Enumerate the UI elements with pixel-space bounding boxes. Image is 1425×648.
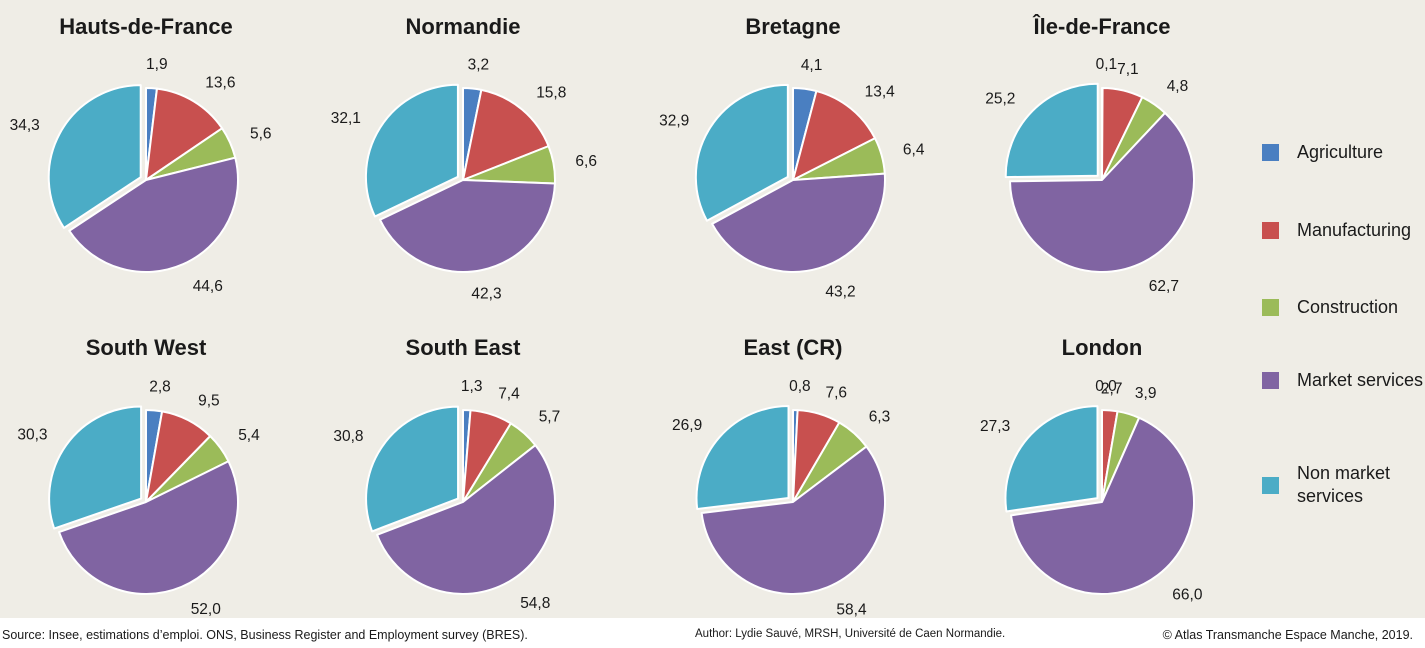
pie-slice-market-services — [1009, 111, 1195, 273]
pie-chart-normandie: Normandie 3,2 15,8 6,6 42,3 32,1 — [331, 14, 597, 303]
pie-label-manufacturing: 13,6 — [205, 75, 235, 92]
pie-slice-non-market-services — [364, 83, 459, 218]
pie-label-agriculture: 0,1 — [1096, 56, 1118, 73]
pie-label-market-services: 43,2 — [825, 283, 855, 300]
legend: Agriculture Manufacturing Construction M… — [1262, 0, 1425, 618]
pie-label-market-services: 62,7 — [1149, 278, 1179, 295]
pie-slice-non-market-services — [695, 405, 790, 510]
pie-label-construction: 6,4 — [903, 142, 925, 159]
pie-title-bretagne: Bretagne — [745, 14, 840, 39]
pie-slice-market-services — [711, 172, 886, 273]
legend-item-agriculture: Agriculture — [1262, 141, 1425, 164]
pie-label-market-services: 66,0 — [1172, 586, 1203, 603]
pie-label-construction: 5,6 — [250, 125, 272, 142]
pie-slice-non-market-services — [1004, 405, 1099, 513]
pie-label-manufacturing: 9,5 — [198, 393, 220, 410]
pie-label-manufacturing: 7,1 — [1117, 61, 1139, 78]
pie-slice-non-market-services — [694, 83, 789, 222]
pie-label-agriculture: 2,8 — [149, 378, 171, 395]
pie-title-london: London — [1062, 335, 1143, 360]
legend-item-non-market-services: Non market services — [1262, 462, 1425, 508]
legend-swatch-construction — [1262, 299, 1279, 316]
pie-label-market-services: 54,8 — [520, 595, 550, 612]
pie-slice-market-services — [1009, 416, 1195, 595]
pie-label-construction: 4,8 — [1167, 78, 1189, 95]
pie-slice-market-services — [68, 156, 239, 273]
legend-label-market-services: Market services — [1297, 370, 1424, 390]
pie-label-construction: 6,6 — [575, 153, 597, 170]
pie-slice-non-market-services — [47, 84, 142, 229]
pie-label-non-market-services: 27,3 — [980, 418, 1010, 435]
pie-slice-manufacturing — [792, 90, 876, 181]
pie-slice-market-services — [58, 460, 239, 595]
pie-label-manufacturing: 15,8 — [536, 85, 566, 102]
pie-label-manufacturing: 13,4 — [865, 83, 896, 100]
legend-swatch-manufacturing — [1262, 222, 1279, 239]
pie-label-non-market-services: 26,9 — [672, 417, 702, 434]
legend-item-construction: Construction — [1262, 296, 1425, 319]
pie-label-agriculture: 4,1 — [801, 57, 823, 74]
pie-title-normandie: Normandie — [406, 14, 521, 39]
pie-label-agriculture: 3,2 — [468, 57, 490, 74]
pie-chart-hauts-de-france: Hauts-de-France 1,9 13,6 5,6 44,6 34,3 — [10, 14, 272, 295]
pie-slice-market-services — [376, 444, 556, 595]
pie-label-non-market-services: 32,1 — [331, 110, 361, 127]
pie-chart-bretagne: Bretagne 4,1 13,4 6,4 43,2 32,9 — [659, 14, 925, 300]
legend-swatch-agriculture — [1262, 144, 1279, 161]
pie-label-construction: 6,3 — [869, 409, 891, 426]
legend-label-manufacturing: Manufacturing — [1297, 220, 1412, 240]
pie-label-agriculture: 0,0 — [1095, 378, 1117, 395]
legend-swatch-market-services — [1262, 372, 1279, 389]
legend-item-market-services: Market services — [1262, 369, 1425, 392]
copyright-note: © Atlas Transmanche Espace Manche, 2019. — [1162, 628, 1413, 642]
source-note: Source: Insee, estimations d’emploi. ONS… — [2, 628, 528, 642]
pie-label-non-market-services: 30,8 — [333, 428, 363, 445]
pie-slice-non-market-services — [1004, 82, 1099, 179]
pie-chart-ile-de-france: Île-de-France 0,1 7,1 4,8 62,7 25,2 — [985, 14, 1195, 295]
pie-label-agriculture: 0,8 — [789, 378, 811, 395]
legend-label-construction: Construction — [1297, 297, 1399, 317]
pie-title-east-cr: East (CR) — [743, 335, 842, 360]
pie-label-market-services: 42,3 — [471, 286, 501, 303]
pie-label-construction: 5,7 — [539, 409, 561, 426]
pie-label-construction: 5,4 — [238, 427, 260, 444]
pie-label-manufacturing: 7,4 — [498, 386, 520, 403]
pie-chart-london: London 0,02,7 3,9 66,0 27,3 — [980, 335, 1203, 603]
legend-swatch-non-market-services — [1262, 476, 1279, 494]
pie-title-south-west: South West — [86, 335, 207, 360]
pie-slice-market-services — [700, 445, 886, 595]
pie-slice-manufacturing — [145, 87, 224, 181]
legend-label-non-market-services: Non market services — [1297, 463, 1391, 506]
pie-title-hauts-de-france: Hauts-de-France — [59, 14, 233, 39]
pie-label-non-market-services: 32,9 — [659, 113, 689, 130]
pie-label-market-services: 52,0 — [191, 601, 222, 618]
pie-label-construction: 3,9 — [1135, 385, 1157, 402]
pie-title-south-east: South East — [406, 335, 522, 360]
pie-label-agriculture: 1,3 — [461, 378, 483, 395]
legend-item-manufacturing: Manufacturing — [1262, 219, 1425, 242]
pie-slice-non-market-services — [365, 405, 460, 533]
pie-slice-market-services — [379, 179, 556, 273]
pie-title-ile-de-france: Île-de-France — [1033, 14, 1171, 39]
pie-chart-south-east: South East 1,3 7,4 5,7 54,8 30,8 — [333, 335, 560, 612]
pie-label-market-services: 58,4 — [836, 602, 867, 618]
pie-chart-east-cr: East (CR) 0,8 7,6 6,3 58,4 26,9 — [672, 335, 890, 618]
pie-label-market-services: 44,6 — [193, 278, 223, 295]
footer: Source: Insee, estimations d’emploi. ONS… — [0, 618, 1425, 648]
pie-label-agriculture: 1,9 — [146, 56, 168, 73]
pie-label-manufacturing: 2,7 — [1101, 380, 1123, 397]
legend-label-agriculture: Agriculture — [1297, 142, 1384, 162]
pie-label-manufacturing: 7,6 — [826, 385, 848, 402]
pie-label-non-market-services: 30,3 — [17, 427, 47, 444]
pie-slice-manufacturing — [462, 88, 550, 181]
pie-label-non-market-services: 25,2 — [985, 91, 1015, 108]
author-note: Author: Lydie Sauvé, MRSH, Université de… — [695, 628, 1006, 640]
pie-chart-south-west: South West 2,8 9,5 5,4 52,0 30,3 — [17, 335, 260, 618]
pie-charts: Hauts-de-France 1,9 13,6 5,6 44,6 34,3 Normand… — [10, 14, 1203, 618]
pie-slice-non-market-services — [48, 405, 143, 530]
pie-label-non-market-services: 34,3 — [10, 117, 40, 134]
